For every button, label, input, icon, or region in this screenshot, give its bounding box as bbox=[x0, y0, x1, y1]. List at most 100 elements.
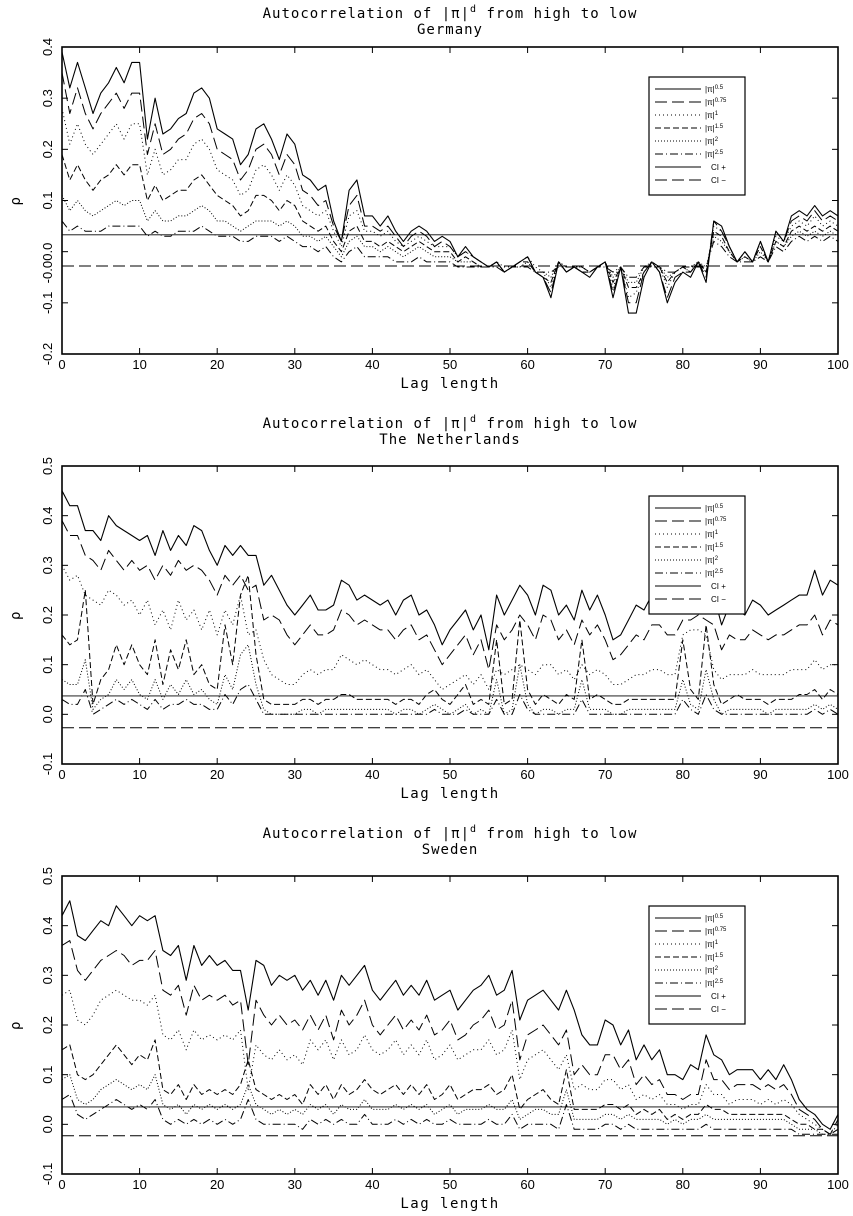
x-tick-label: 30 bbox=[288, 767, 302, 782]
y-tick-label: -0.1 bbox=[40, 753, 55, 775]
chart-subtitle: Sweden bbox=[422, 842, 479, 858]
plot-frame bbox=[61, 465, 839, 765]
x-tick-label: 10 bbox=[132, 767, 146, 782]
y-tick-label: 0.4 bbox=[40, 917, 55, 935]
x-tick-label: 20 bbox=[210, 1177, 224, 1192]
y-tick-label: -0.0 bbox=[40, 261, 55, 283]
y-axis-label: ρ bbox=[8, 610, 24, 620]
chart-panel-1: Autocorrelation of |π|d from high to low… bbox=[8, 4, 849, 392]
x-tick-label: 60 bbox=[520, 767, 534, 782]
x-axis-label: Lag length bbox=[400, 786, 499, 802]
series-line-0-75 bbox=[62, 940, 838, 1135]
series-line-2 bbox=[62, 644, 838, 715]
y-tick-label: -0.2 bbox=[40, 343, 55, 365]
plot-area bbox=[62, 490, 838, 729]
legend-label: |π|2.5 bbox=[705, 569, 724, 578]
x-tick-label: 40 bbox=[365, 767, 379, 782]
x-tick-label: 20 bbox=[210, 767, 224, 782]
x-tick-label: 0 bbox=[58, 1177, 65, 1192]
y-tick-label: 0.1 bbox=[40, 1066, 55, 1084]
legend-label: |π|1.5 bbox=[705, 543, 724, 552]
x-tick-label: 50 bbox=[443, 767, 457, 782]
y-tick-label: 0.0 bbox=[40, 243, 55, 261]
series-line-0-5 bbox=[62, 51, 838, 314]
y-tick-label: 0.1 bbox=[40, 191, 55, 209]
x-tick-label: 30 bbox=[288, 357, 302, 372]
y-tick-label: 0.3 bbox=[40, 89, 55, 107]
x-tick-label: 100 bbox=[827, 1177, 849, 1192]
x-tick-label: 50 bbox=[443, 1177, 457, 1192]
series-line-0-75 bbox=[62, 520, 838, 671]
series-line-2-5 bbox=[62, 220, 838, 278]
series-line-2-5 bbox=[62, 1094, 838, 1135]
x-tick-label: 30 bbox=[288, 1177, 302, 1192]
x-tick-label: 40 bbox=[365, 1177, 379, 1192]
chart-panel-2: Autocorrelation of |π|d from high to low… bbox=[8, 414, 849, 802]
legend-label: CI − bbox=[711, 176, 726, 185]
series-line-2-5 bbox=[62, 684, 838, 715]
legend-label: |π|2.5 bbox=[705, 150, 724, 159]
x-tick-label: 80 bbox=[676, 767, 690, 782]
y-tick-label: 0.0 bbox=[40, 1115, 55, 1133]
plot-frame bbox=[61, 875, 839, 1175]
series-line-2 bbox=[62, 195, 838, 283]
chart-subtitle: Germany bbox=[417, 22, 483, 38]
legend-label: CI − bbox=[711, 1005, 726, 1014]
legend-label: CI + bbox=[711, 582, 726, 591]
legend-label: |π|2 bbox=[705, 137, 719, 146]
x-tick-label: 90 bbox=[753, 1177, 767, 1192]
x-tick-label: 20 bbox=[210, 357, 224, 372]
y-tick-label: 0.2 bbox=[40, 606, 55, 624]
y-tick-label: 0.3 bbox=[40, 556, 55, 574]
y-axis-label: ρ bbox=[8, 196, 24, 206]
legend-label: |π|0.75 bbox=[705, 517, 727, 526]
legend-box bbox=[648, 76, 746, 196]
chart-title: Autocorrelation of |π|d from high to low bbox=[263, 824, 638, 842]
y-tick-label: 0.4 bbox=[40, 507, 55, 525]
legend-label: |π|2.5 bbox=[705, 979, 724, 988]
legend-label: |π|0.5 bbox=[705, 504, 724, 513]
series-line-1-5 bbox=[62, 1039, 838, 1135]
legend-label: |π|1.5 bbox=[705, 953, 724, 962]
y-tick-label: -0.1 bbox=[40, 1163, 55, 1185]
plot-area bbox=[62, 51, 838, 314]
series-line-1-5 bbox=[62, 154, 838, 288]
y-tick-label: 0.2 bbox=[40, 140, 55, 158]
series-line-1 bbox=[62, 565, 838, 690]
legend: |π|0.5 |π|0.75 |π|1 |π|1.5 |π|2 |π|2.5 CI + CI … bbox=[648, 905, 746, 1025]
legend-label: CI + bbox=[711, 992, 726, 1001]
x-tick-label: 60 bbox=[520, 357, 534, 372]
x-tick-label: 60 bbox=[520, 1177, 534, 1192]
legend-label: |π|1 bbox=[705, 530, 719, 539]
x-tick-label: 70 bbox=[598, 1177, 612, 1192]
legend: |π|0.5 |π|0.75 |π|1 |π|1.5 |π|2 |π|2.5 CI + CI … bbox=[648, 495, 746, 615]
x-tick-label: 0 bbox=[58, 767, 65, 782]
legend-label: |π|0.5 bbox=[705, 85, 724, 94]
legend: |π|0.5 |π|0.75 |π|1 |π|1.5 |π|2 |π|2.5 CI + CI … bbox=[648, 76, 746, 196]
y-tick-label: 0.1 bbox=[40, 656, 55, 674]
x-tick-label: 50 bbox=[443, 357, 457, 372]
legend-label: |π|0.75 bbox=[705, 98, 727, 107]
legend-box bbox=[648, 905, 746, 1025]
chart-title: Autocorrelation of |π|d from high to low bbox=[263, 4, 638, 22]
legend-box bbox=[648, 495, 746, 615]
chart-title: Autocorrelation of |π|d from high to low bbox=[263, 414, 638, 432]
x-tick-label: 100 bbox=[827, 357, 849, 372]
legend-label: CI + bbox=[711, 163, 726, 172]
y-tick-label: 0.2 bbox=[40, 1016, 55, 1034]
chart-panel-3: Autocorrelation of |π|d from high to low… bbox=[8, 824, 849, 1212]
plot-frame bbox=[61, 46, 839, 355]
x-tick-label: 10 bbox=[132, 1177, 146, 1192]
x-tick-label: 70 bbox=[598, 767, 612, 782]
legend-label: |π|2 bbox=[705, 966, 719, 975]
legend-label: |π|2 bbox=[705, 556, 719, 565]
x-tick-label: 70 bbox=[598, 357, 612, 372]
legend-label: |π|1 bbox=[705, 940, 719, 949]
x-axis-label: Lag length bbox=[400, 376, 499, 392]
series-line-1 bbox=[62, 108, 838, 299]
legend-label: |π|1.5 bbox=[705, 124, 724, 133]
x-tick-label: 100 bbox=[827, 767, 849, 782]
chart-subtitle: The Netherlands bbox=[379, 432, 520, 448]
legend-label: |π|0.75 bbox=[705, 927, 727, 936]
